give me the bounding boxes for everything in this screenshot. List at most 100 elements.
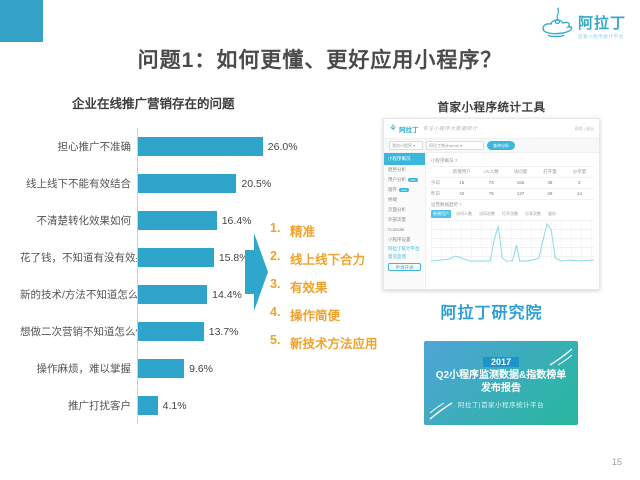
overview-section-label: 小程序概况 ? bbox=[431, 158, 458, 163]
dash-sidebar-item: 留存 new bbox=[388, 187, 409, 192]
bar-track: 26.0% bbox=[137, 128, 330, 165]
bar bbox=[138, 285, 208, 304]
category-label: 花了钱，不知道有没有效果 bbox=[20, 252, 146, 264]
dash-sidebar-link: 意见反馈 bbox=[388, 254, 406, 259]
trend-tabs: 新增用户 访问人数 访问次数 打开次数 分享次数 留存 bbox=[431, 210, 594, 218]
bar bbox=[138, 137, 263, 156]
tool-heading: 首家小程序统计工具 bbox=[437, 102, 546, 114]
benefit-label: 操作简便 bbox=[290, 309, 341, 323]
report-subtitle: 阿拉丁|首家小程序统计平台 bbox=[457, 402, 545, 409]
bar bbox=[138, 359, 185, 378]
table-cell: 28 bbox=[547, 191, 553, 196]
table-cell: 16 bbox=[459, 180, 465, 185]
benefits-list: 1. 精准 2. 线上线下合力 3. 有效果 4. 操作简便 5. 新技术方法应用 bbox=[270, 221, 378, 361]
dashboard-brand: 阿拉丁 bbox=[399, 126, 419, 134]
chart-row: 新的技术/方法不知道怎么用 14.4% bbox=[20, 276, 330, 313]
benefit-label: 新技术方法应用 bbox=[290, 337, 378, 351]
table-header-cell: UV人数 bbox=[483, 169, 499, 174]
dash-sidebar-item: 趋势分析 bbox=[388, 167, 406, 172]
genie-lamp-icon bbox=[542, 7, 573, 38]
bar-track: 9.6% bbox=[137, 350, 330, 387]
logo-name: 阿拉丁 bbox=[577, 15, 626, 32]
benefit-item: 4. 操作简便 bbox=[270, 305, 378, 324]
chart-row: 花了钱，不知道有没有效果 15.8% bbox=[20, 239, 330, 276]
aladdin-logo: 阿拉丁 首家小程序统计平台 bbox=[536, 6, 626, 46]
dashboard-header: ⚘ 阿拉丁 专注小程序大数据统计 帮助 | 退出 bbox=[384, 119, 599, 139]
dash-tab: 打开次数 bbox=[502, 211, 518, 216]
bar-track: 20.5% bbox=[137, 165, 330, 202]
benefit-item: 1. 精准 bbox=[270, 221, 378, 240]
dash-sidebar-item: 用户分析 new bbox=[388, 177, 418, 182]
dash-sidebar-item: 页面分析 bbox=[388, 207, 406, 212]
dash-tab: 访问次数 bbox=[479, 211, 495, 216]
dash-sidebar-item: 外部流量 bbox=[388, 217, 406, 222]
trend-line bbox=[430, 222, 595, 262]
table-cell: 14 bbox=[576, 191, 582, 196]
swoosh-icon bbox=[429, 402, 453, 420]
value-label: 26.0% bbox=[267, 140, 298, 153]
query-button: 查询分析 bbox=[487, 141, 515, 150]
chart-title: 企业在线推广营销存在的问题 bbox=[72, 97, 235, 111]
corner-accent bbox=[0, 0, 43, 42]
dashboard-body: 小程序概况 趋势分析 用户分析 new 留存 new 终端 页面分析 外部流量 Console 小程… bbox=[384, 153, 599, 289]
benefit-item: 2. 线上线下合力 bbox=[270, 249, 378, 268]
benefit-label: 精准 bbox=[290, 225, 316, 239]
benefit-item: 5. 新技术方法应用 bbox=[270, 333, 378, 352]
table-header-cell bbox=[431, 167, 447, 177]
table-row: 今日 16 73 156 48 2 bbox=[431, 178, 594, 189]
chart-row: 担心推广不准确 26.0% bbox=[20, 128, 330, 165]
benefit-number: 5. bbox=[270, 333, 281, 347]
new-badge: new bbox=[408, 177, 418, 182]
app-search-input: 阿拉丁统计demo ▾ bbox=[426, 141, 484, 150]
table-header-cell: 访问量 bbox=[513, 169, 528, 174]
dashboard-filter-bar: 我的小程序 ▾ 阿拉丁统计demo ▾ 查询分析 bbox=[384, 139, 599, 153]
category-label: 操作麻烦，难以掌握 bbox=[36, 363, 132, 375]
value-label: 16.4% bbox=[221, 214, 252, 227]
value-label: 15.8% bbox=[218, 251, 249, 264]
bar-track: 4.1% bbox=[137, 387, 330, 424]
category-label: 推广打扰客户 bbox=[68, 400, 131, 412]
value-label: 9.6% bbox=[189, 362, 214, 375]
chart-row: 不清楚转化效果如何 16.4% bbox=[20, 202, 330, 239]
benefit-number: 4. bbox=[270, 305, 281, 319]
table-header-cell: 新增用户 bbox=[452, 169, 471, 174]
table-cell: 156 bbox=[516, 180, 525, 185]
benefit-label: 有效果 bbox=[290, 281, 328, 295]
dash-tab: 新增用户 bbox=[431, 210, 451, 218]
value-label: 14.4% bbox=[212, 288, 242, 301]
dash-tab: 留存 bbox=[548, 211, 556, 216]
table-row: 昨日 42 79 137 28 14 bbox=[431, 189, 594, 200]
bar-track: 13.7% bbox=[137, 313, 330, 350]
table-cell: 42 bbox=[459, 191, 465, 196]
bar bbox=[138, 174, 237, 193]
bar-track: 16.4% bbox=[137, 202, 330, 239]
dash-sidebar-link: 阿拉丁统计平台 bbox=[388, 246, 420, 251]
table-header-row: 新增用户 UV人数 访问量 打开量 分享量 bbox=[431, 167, 594, 178]
chart-row: 想做二次营销不知道怎么做 13.7% bbox=[20, 313, 330, 350]
logo-tagline: 首家小程序统计平台 bbox=[577, 34, 624, 39]
dashboard-header-links: 帮助 | 退出 bbox=[574, 125, 594, 131]
chart-row: 推广打扰客户 4.1% bbox=[20, 387, 330, 424]
overview-table: 新增用户 UV人数 访问量 打开量 分享量 今日 16 73 156 48 2 昨日 42 79 137 28… bbox=[431, 166, 594, 200]
bar bbox=[138, 248, 214, 267]
table-cell: 2 bbox=[578, 180, 581, 185]
value-label: 13.7% bbox=[208, 325, 239, 338]
app-select: 我的小程序 ▾ bbox=[389, 141, 423, 150]
table-cell: 昨日 bbox=[431, 191, 440, 196]
category-label: 新的技术/方法不知道怎么用 bbox=[20, 289, 149, 301]
dashboard-main: 小程序概况 ? 新增用户 UV人数 访问量 打开量 分享量 今日 16 73 156 48 2 昨日 4… bbox=[426, 153, 599, 289]
trend-line-chart bbox=[430, 220, 595, 264]
dash-sidebar-item: 小程序设置 bbox=[388, 237, 411, 242]
dash-tab: 访问人数 bbox=[456, 211, 472, 216]
report-card: 2017 Q2小程序监测数据&指数榜单发布报告 阿拉丁|首家小程序统计平台 bbox=[424, 341, 578, 425]
trend-section-label: 运营数据趋势 ? bbox=[431, 202, 462, 207]
dashboard-slogan: 专注小程序大数据统计 bbox=[422, 126, 478, 132]
dash-sidebar-item: 小程序概况 bbox=[384, 153, 425, 165]
benefit-label: 线上线下合力 bbox=[290, 253, 366, 267]
benefit-number: 1. bbox=[270, 221, 281, 235]
table-cell: 73 bbox=[488, 180, 494, 185]
category-label: 不清楚转化效果如何 bbox=[36, 215, 132, 227]
bar-track: 15.8% bbox=[137, 239, 330, 276]
category-label: 线上线下不能有效结合 bbox=[26, 178, 131, 190]
report-title: Q2小程序监测数据&指数榜单发布报告 bbox=[435, 370, 567, 394]
